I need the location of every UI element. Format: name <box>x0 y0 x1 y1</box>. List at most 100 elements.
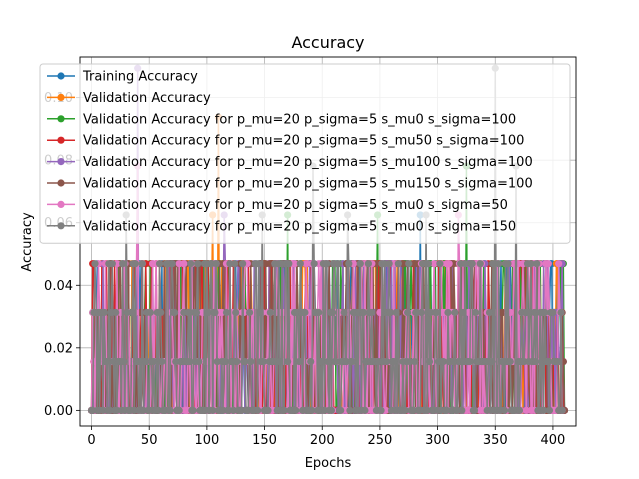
data-point <box>323 260 331 268</box>
data-point <box>301 308 309 317</box>
data-point <box>549 308 557 317</box>
data-point <box>360 308 368 317</box>
x-tick-label: 300 <box>425 433 450 448</box>
data-point <box>430 260 438 268</box>
data-point <box>392 308 400 317</box>
data-point <box>346 406 354 414</box>
legend-label: Validation Accuracy for p_mu=20 p_sigma=… <box>83 112 516 127</box>
data-point <box>356 260 364 268</box>
data-point <box>459 308 467 317</box>
legend-label: Validation Accuracy <box>83 91 211 106</box>
data-point <box>530 308 539 317</box>
data-point <box>307 357 315 366</box>
legend-label: Validation Accuracy for p_mu=20 p_sigma=… <box>83 177 533 192</box>
legend-label: Validation Accuracy for p_mu=20 p_sigma=… <box>83 155 533 170</box>
data-point <box>131 260 139 268</box>
data-point <box>295 357 303 366</box>
x-tick-label: 400 <box>541 433 566 448</box>
data-point <box>158 357 166 366</box>
data-point <box>185 357 194 366</box>
legend-item: Training Accuracy <box>47 70 198 85</box>
data-point <box>541 308 549 317</box>
data-point <box>256 308 264 317</box>
legend-item: Validation Accuracy for p_mu=20 p_sigma=… <box>47 134 524 149</box>
data-point <box>142 357 150 366</box>
data-point <box>170 308 179 317</box>
data-point <box>558 406 566 414</box>
data-point <box>230 260 239 268</box>
data-point <box>555 260 563 268</box>
data-point <box>138 260 146 268</box>
data-point <box>195 357 203 366</box>
data-point <box>264 406 272 414</box>
data-point <box>209 406 217 414</box>
legend-marker <box>57 93 65 101</box>
legend-item: Validation Accuracy for p_mu=20 p_sigma=… <box>47 177 533 192</box>
x-axis-title: Epochs <box>305 456 352 471</box>
data-point <box>292 406 300 414</box>
data-point <box>418 260 427 268</box>
x-tick-label: 150 <box>252 433 277 448</box>
data-point <box>544 260 552 268</box>
legend-box <box>39 63 571 244</box>
data-point <box>255 260 263 268</box>
data-point <box>410 357 419 366</box>
data-point <box>180 260 188 268</box>
data-point <box>377 406 385 414</box>
y-axis-title: Accuracy <box>20 212 35 272</box>
legend-item: Validation Accuracy <box>47 91 211 106</box>
x-tick-label: 50 <box>141 433 158 448</box>
data-point <box>417 308 426 317</box>
x-tick-label: 200 <box>310 433 335 448</box>
data-point <box>119 260 127 268</box>
legend-marker <box>57 115 65 123</box>
data-point <box>166 406 174 414</box>
data-point <box>498 308 506 317</box>
data-point <box>168 260 176 268</box>
data-point <box>239 260 247 268</box>
x-tick-label: 350 <box>483 433 508 448</box>
data-point <box>401 406 409 414</box>
data-point <box>495 260 503 268</box>
data-point <box>361 406 369 414</box>
data-point <box>432 308 441 317</box>
data-point <box>458 406 466 414</box>
data-point <box>540 406 548 414</box>
data-point <box>317 357 325 366</box>
data-point <box>436 260 444 268</box>
legend-marker <box>57 158 65 166</box>
data-point <box>332 357 340 366</box>
data-point <box>108 260 116 268</box>
data-point <box>280 406 288 414</box>
data-point <box>466 357 474 366</box>
legend-label: Training Accuracy <box>82 70 198 85</box>
series-layer <box>87 64 569 414</box>
data-point <box>444 308 452 317</box>
plot-area <box>87 64 569 414</box>
legend-item: Validation Accuracy for p_mu=20 p_sigma=… <box>47 155 533 170</box>
data-point <box>247 357 255 366</box>
data-point <box>155 260 164 268</box>
data-point <box>386 308 394 317</box>
y-tick-label: 0.02 <box>44 341 73 356</box>
data-point <box>337 406 345 414</box>
data-point <box>192 308 201 317</box>
data-point <box>187 260 195 268</box>
data-point <box>259 357 268 366</box>
data-point <box>212 260 220 268</box>
data-point <box>532 357 540 366</box>
legend-marker <box>57 179 65 187</box>
data-point <box>254 406 262 414</box>
data-point <box>557 308 565 317</box>
data-point <box>204 308 212 317</box>
data-point <box>120 357 128 366</box>
data-point <box>500 406 509 414</box>
data-point <box>275 357 284 366</box>
data-point <box>544 357 552 366</box>
data-point <box>385 260 393 268</box>
data-point <box>445 260 453 268</box>
y-tick-label: 0.04 <box>44 279 73 294</box>
data-point <box>194 260 202 268</box>
data-point <box>368 308 376 317</box>
data-point <box>175 406 183 414</box>
